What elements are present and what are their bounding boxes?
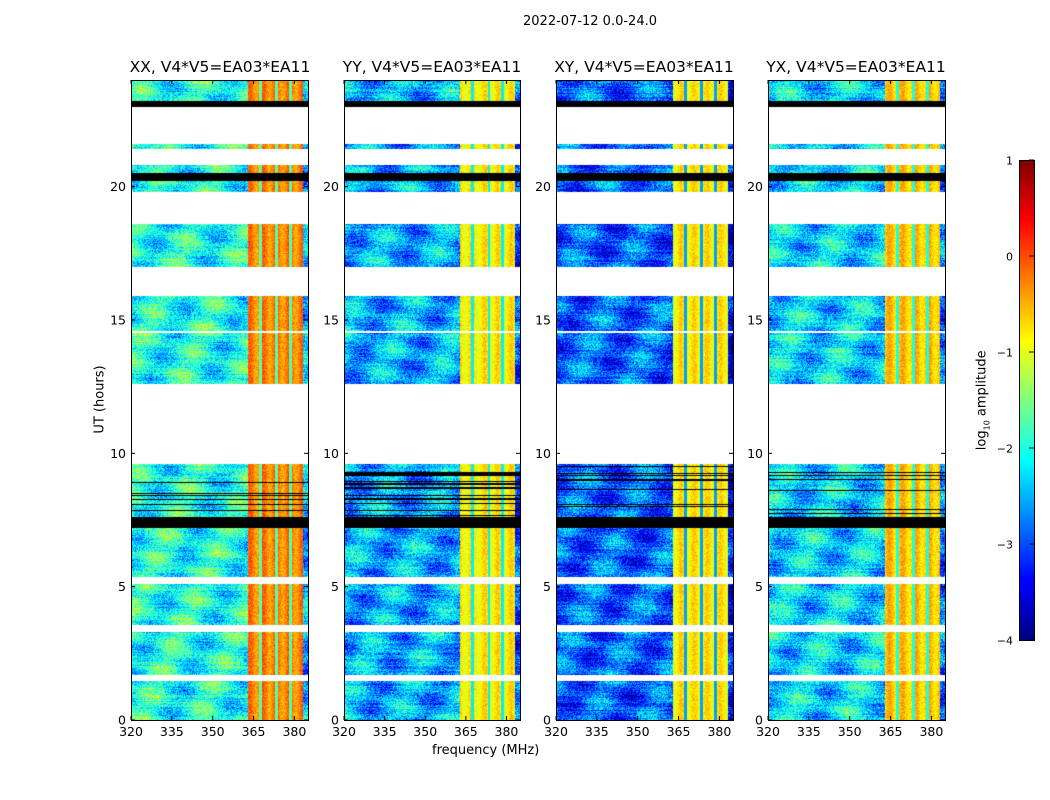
colorbar-tick-label: −2: [997, 443, 1013, 456]
y-tick-label: 20: [747, 179, 763, 194]
x-tick-label: 350: [626, 724, 650, 739]
colorbar-tick-label: 1: [1006, 155, 1013, 168]
x-tick-label: 335: [797, 724, 821, 739]
colorbar-tick-label: −3: [997, 539, 1013, 552]
x-tick-label: 380: [495, 724, 519, 739]
heatmap-xx: [131, 80, 308, 720]
colorbar-label: log10 amplitude: [974, 350, 992, 451]
y-tick-label: 15: [747, 313, 763, 328]
colorbar-frame: [1019, 160, 1035, 641]
panel-title-xy: XY, V4*V5=EA03*EA11: [554, 58, 734, 76]
x-tick-label: 320: [332, 724, 356, 739]
x-tick-label: 335: [585, 724, 609, 739]
x-tick-label: 365: [667, 724, 691, 739]
y-tick-label: 10: [535, 446, 551, 461]
x-tick-label: 320: [544, 724, 568, 739]
y-tick-label: 0: [331, 713, 339, 728]
x-tick-label: 335: [373, 724, 397, 739]
colorbar: [1019, 160, 1034, 640]
panel-title-yy: YY, V4*V5=EA03*EA11: [342, 58, 522, 76]
figure-title: 2022-07-12 0.0-24.0: [523, 14, 657, 29]
x-tick-label: 380: [707, 724, 731, 739]
y-tick-label: 10: [323, 446, 339, 461]
x-tick-label: 365: [879, 724, 903, 739]
y-tick-label: 5: [331, 579, 339, 594]
x-tick-label: 320: [119, 724, 143, 739]
heatmap-yy: [344, 80, 520, 720]
y-tick-label: 15: [323, 313, 339, 328]
y-tick-label: 20: [323, 179, 339, 194]
colorbar-tick-label: 0: [1006, 251, 1013, 264]
x-axis-label: frequency (MHz): [432, 743, 540, 758]
y-tick-label: 0: [118, 713, 126, 728]
panel-frame: [131, 80, 309, 721]
panel-frame: [768, 80, 946, 721]
x-tick-label: 350: [413, 724, 437, 739]
x-tick-label: 380: [919, 724, 943, 739]
x-tick-label: 365: [242, 724, 266, 739]
y-tick-label: 15: [110, 313, 126, 328]
heatmap-yx: [768, 80, 945, 720]
y-tick-label: 15: [535, 313, 551, 328]
colorbar-tick-label: −4: [997, 635, 1013, 648]
panel-frame: [344, 80, 521, 721]
x-tick-label: 320: [756, 724, 780, 739]
y-tick-label: 5: [755, 579, 763, 594]
y-axis-label: UT (hours): [92, 365, 108, 434]
y-tick-label: 0: [755, 713, 763, 728]
y-tick-label: 10: [747, 446, 763, 461]
x-tick-label: 365: [454, 724, 478, 739]
y-tick-label: 0: [543, 713, 551, 728]
y-tick-label: 20: [535, 179, 551, 194]
panel-title-yx: YX, V4*V5=EA03*EA11: [766, 58, 946, 76]
x-tick-label: 350: [201, 724, 225, 739]
y-tick-label: 10: [110, 446, 126, 461]
colorbar-tick-label: −1: [997, 347, 1013, 360]
x-tick-label: 350: [838, 724, 862, 739]
panel-title-xx: XX, V4*V5=EA03*EA11: [129, 58, 311, 76]
y-tick-label: 20: [110, 179, 126, 194]
panel-frame: [556, 80, 734, 721]
x-tick-label: 380: [282, 724, 306, 739]
y-tick-label: 5: [118, 579, 126, 594]
y-tick-label: 5: [543, 579, 551, 594]
x-tick-label: 335: [160, 724, 184, 739]
heatmap-xy: [556, 80, 733, 720]
